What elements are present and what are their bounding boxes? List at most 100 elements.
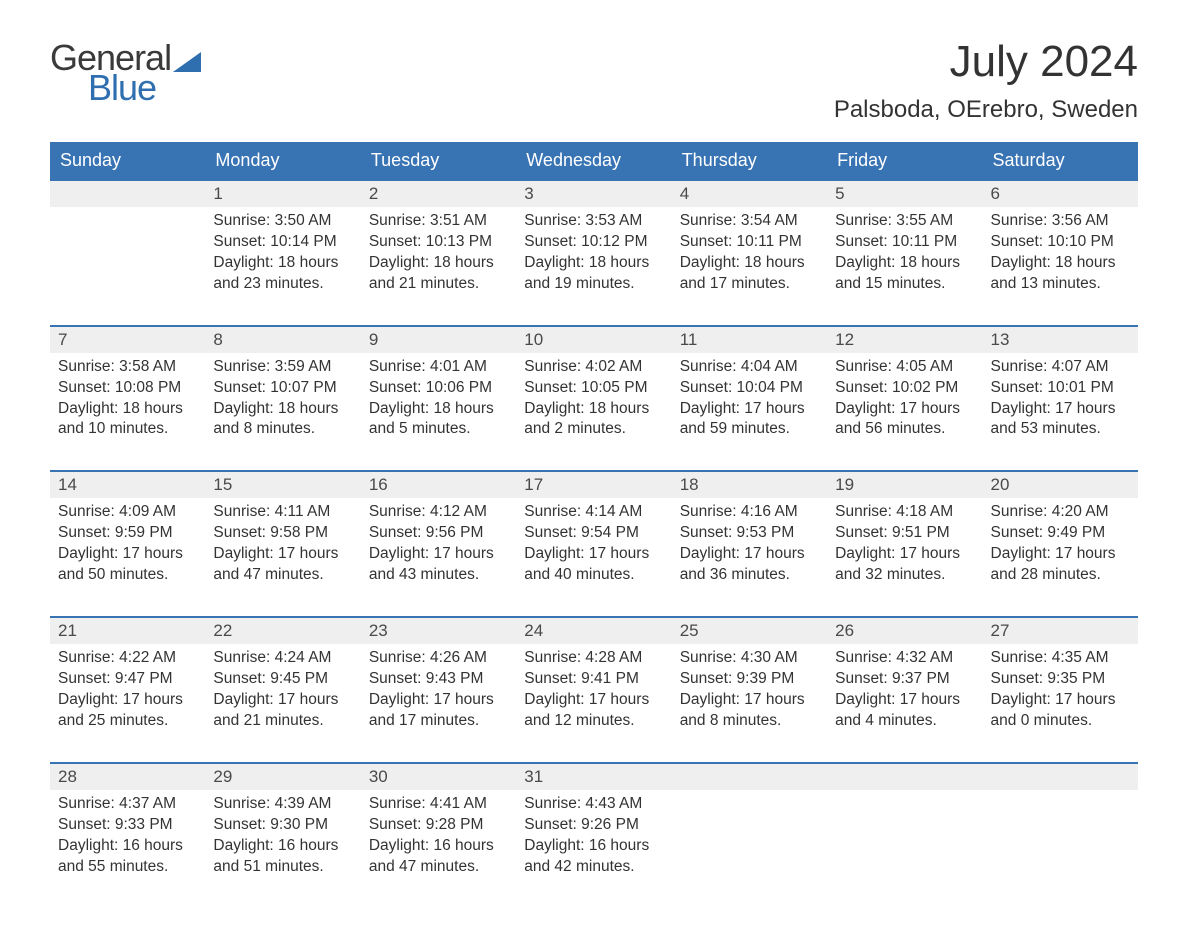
day-data-cell: Sunrise: 4:35 AMSunset: 9:35 PMDaylight:…	[983, 644, 1138, 763]
sunrise-line: Sunrise: 4:20 AM	[991, 502, 1130, 523]
day-number-cell: 7	[50, 326, 205, 353]
day-data-cell: Sunrise: 3:51 AMSunset: 10:13 PMDaylight…	[361, 207, 516, 326]
day-number-cell: 2	[361, 180, 516, 207]
daylight-line-1: Daylight: 18 hours	[369, 253, 508, 274]
daylight-line-1: Daylight: 16 hours	[524, 836, 663, 857]
daylight-line-2: and 25 minutes.	[58, 711, 197, 732]
day-data-cell: Sunrise: 4:04 AMSunset: 10:04 PMDaylight…	[672, 353, 827, 472]
daylight-line-2: and 17 minutes.	[369, 711, 508, 732]
sunset-line: Sunset: 10:11 PM	[835, 232, 974, 253]
sunrise-line: Sunrise: 3:58 AM	[58, 357, 197, 378]
sunrise-line: Sunrise: 4:02 AM	[524, 357, 663, 378]
daylight-line-1: Daylight: 17 hours	[213, 690, 352, 711]
sunrise-line: Sunrise: 4:28 AM	[524, 648, 663, 669]
sunset-line: Sunset: 9:39 PM	[680, 669, 819, 690]
header: General Blue July 2024 Palsboda, OErebro…	[50, 40, 1138, 124]
daylight-line-2: and 15 minutes.	[835, 274, 974, 295]
daylight-line-2: and 53 minutes.	[991, 419, 1130, 440]
day-number-cell: 25	[672, 617, 827, 644]
sunrise-line: Sunrise: 4:43 AM	[524, 794, 663, 815]
week-data-row: Sunrise: 4:22 AMSunset: 9:47 PM Daylight:…	[50, 644, 1138, 763]
day-number-cell: 23	[361, 617, 516, 644]
daylight-line-1: Daylight: 17 hours	[835, 690, 974, 711]
day-data-cell: Sunrise: 4:39 AMSunset: 9:30 PMDaylight:…	[205, 790, 360, 908]
sunset-line: Sunset: 9:47 PM	[58, 669, 197, 690]
sunset-line: Sunset: 10:08 PM	[58, 378, 197, 399]
sunrise-line: Sunrise: 4:26 AM	[369, 648, 508, 669]
daylight-line-1: Daylight: 17 hours	[835, 399, 974, 420]
day-data-cell: Sunrise: 4:05 AMSunset: 10:02 PMDaylight…	[827, 353, 982, 472]
daylight-line-2: and 8 minutes.	[213, 419, 352, 440]
week-number-row: 28293031	[50, 763, 1138, 790]
daylight-line-1: Daylight: 17 hours	[524, 544, 663, 565]
day-data-cell: Sunrise: 4:30 AMSunset: 9:39 PMDaylight:…	[672, 644, 827, 763]
daylight-line-1: Daylight: 18 hours	[524, 399, 663, 420]
daylight-line-2: and 12 minutes.	[524, 711, 663, 732]
day-number-cell: 27	[983, 617, 1138, 644]
day-number-cell: 24	[516, 617, 671, 644]
day-header: Monday	[205, 142, 360, 180]
week-number-row: 21222324252627	[50, 617, 1138, 644]
daylight-line-2: and 17 minutes.	[680, 274, 819, 295]
daylight-line-2: and 23 minutes.	[213, 274, 352, 295]
day-header-row: Sunday Monday Tuesday Wednesday Thursday…	[50, 142, 1138, 180]
daylight-line-2: and 2 minutes.	[524, 419, 663, 440]
sunrise-line: Sunrise: 4:41 AM	[369, 794, 508, 815]
day-number-cell: 22	[205, 617, 360, 644]
day-data-cell	[983, 790, 1138, 908]
day-data-cell	[827, 790, 982, 908]
sunrise-line: Sunrise: 4:12 AM	[369, 502, 508, 523]
day-number-cell: 14	[50, 471, 205, 498]
day-number-cell	[50, 180, 205, 207]
daylight-line-1: Daylight: 17 hours	[369, 544, 508, 565]
day-data-cell: Sunrise: 4:22 AMSunset: 9:47 PMDaylight:…	[50, 644, 205, 763]
sunrise-line: Sunrise: 4:39 AM	[213, 794, 352, 815]
sunrise-line: Sunrise: 4:37 AM	[58, 794, 197, 815]
day-number-cell: 8	[205, 326, 360, 353]
daylight-line-1: Daylight: 18 hours	[213, 399, 352, 420]
day-header: Saturday	[983, 142, 1138, 180]
daylight-line-2: and 42 minutes.	[524, 857, 663, 878]
sunrise-line: Sunrise: 3:54 AM	[680, 211, 819, 232]
day-number-cell: 5	[827, 180, 982, 207]
day-data-cell: Sunrise: 4:20 AMSunset: 9:49 PMDaylight:…	[983, 498, 1138, 617]
daylight-line-2: and 13 minutes.	[991, 274, 1130, 295]
day-data-cell: Sunrise: 4:07 AMSunset: 10:01 PMDaylight…	[983, 353, 1138, 472]
sunrise-line: Sunrise: 3:51 AM	[369, 211, 508, 232]
day-number-cell: 13	[983, 326, 1138, 353]
day-data-cell: Sunrise: 3:59 AMSunset: 10:07 PMDaylight…	[205, 353, 360, 472]
daylight-line-2: and 5 minutes.	[369, 419, 508, 440]
sunset-line: Sunset: 9:43 PM	[369, 669, 508, 690]
day-number-cell: 31	[516, 763, 671, 790]
sunset-line: Sunset: 10:06 PM	[369, 378, 508, 399]
sunrise-line: Sunrise: 4:22 AM	[58, 648, 197, 669]
sunrise-line: Sunrise: 4:35 AM	[991, 648, 1130, 669]
daylight-line-2: and 28 minutes.	[991, 565, 1130, 586]
day-data-cell: Sunrise: 4:37 AMSunset: 9:33 PMDaylight:…	[50, 790, 205, 908]
sunset-line: Sunset: 10:02 PM	[835, 378, 974, 399]
daylight-line-1: Daylight: 18 hours	[991, 253, 1130, 274]
day-data-cell: Sunrise: 4:02 AMSunset: 10:05 PMDaylight…	[516, 353, 671, 472]
day-number-cell: 3	[516, 180, 671, 207]
day-data-cell: Sunrise: 4:18 AMSunset: 9:51 PMDaylight:…	[827, 498, 982, 617]
sunset-line: Sunset: 10:05 PM	[524, 378, 663, 399]
daylight-line-1: Daylight: 18 hours	[58, 399, 197, 420]
day-data-cell: Sunrise: 4:11 AMSunset: 9:58 PMDaylight:…	[205, 498, 360, 617]
daylight-line-1: Daylight: 16 hours	[369, 836, 508, 857]
week-data-row: Sunrise: 4:09 AMSunset: 9:59 PMDaylight:…	[50, 498, 1138, 617]
daylight-line-2: and 47 minutes.	[369, 857, 508, 878]
week-number-row: 123456	[50, 180, 1138, 207]
day-number-cell: 10	[516, 326, 671, 353]
day-number-cell: 6	[983, 180, 1138, 207]
day-data-cell: Sunrise: 4:12 AMSunset: 9:56 PMDaylight:…	[361, 498, 516, 617]
flag-icon	[173, 52, 201, 72]
day-number-cell: 17	[516, 471, 671, 498]
daylight-line-2: and 0 minutes.	[991, 711, 1130, 732]
daylight-line-1: Daylight: 17 hours	[835, 544, 974, 565]
day-header: Tuesday	[361, 142, 516, 180]
sunset-line: Sunset: 9:35 PM	[991, 669, 1130, 690]
day-data-cell: Sunrise: 4:16 AMSunset: 9:53 PMDaylight:…	[672, 498, 827, 617]
sunset-line: Sunset: 9:56 PM	[369, 523, 508, 544]
sunrise-line: Sunrise: 3:50 AM	[213, 211, 352, 232]
daylight-line-2: and 21 minutes.	[213, 711, 352, 732]
